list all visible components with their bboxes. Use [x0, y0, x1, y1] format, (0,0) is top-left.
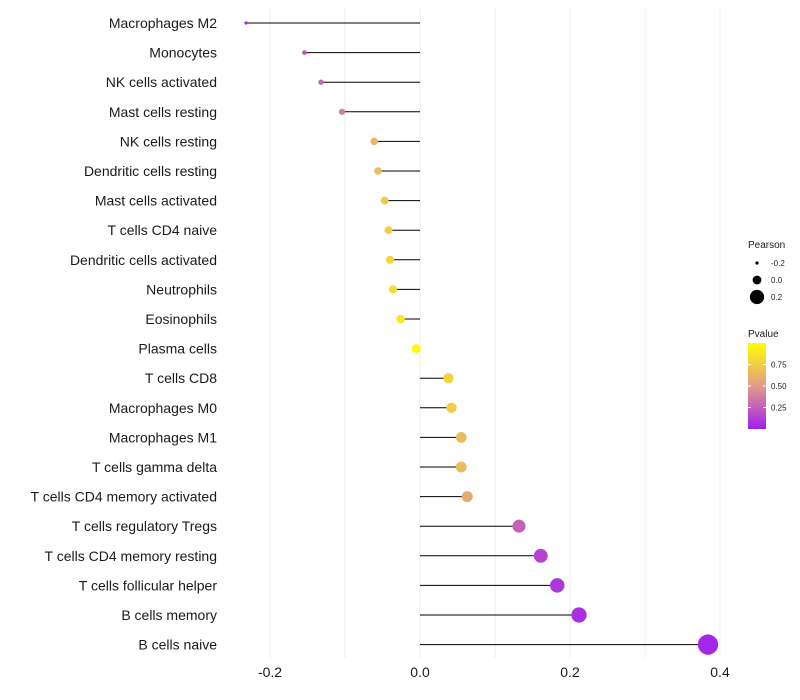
- x-tick-label: 0.2: [560, 664, 580, 680]
- size-legend-dot: [755, 261, 759, 265]
- category-label: Mast cells resting: [109, 104, 217, 120]
- category-label: T cells CD4 memory resting: [45, 548, 217, 564]
- lollipop-point: [533, 548, 548, 563]
- points: [244, 21, 719, 655]
- lollipop-point: [370, 137, 378, 146]
- stems: [246, 22, 708, 646]
- category-label: T cells CD4 naive: [108, 222, 218, 238]
- lollipop-point: [461, 491, 473, 503]
- category-label: T cells regulatory Tregs: [72, 518, 217, 534]
- category-label: T cells CD8: [145, 370, 217, 386]
- color-legend-label: 0.75: [771, 361, 787, 370]
- lollipop-point: [455, 432, 467, 443]
- category-label: Neutrophils: [146, 281, 217, 297]
- category-label: Mast cells activated: [95, 193, 217, 209]
- lollipop-point: [385, 255, 395, 264]
- lollipop-point: [411, 344, 421, 354]
- lollipop-point: [549, 578, 565, 593]
- color-legend-title: Pvalue: [748, 329, 779, 340]
- category-label: Eosinophils: [145, 311, 217, 327]
- size-legend-dot: [749, 289, 765, 305]
- category-label: Macrophages M2: [109, 15, 217, 31]
- category-label: T cells follicular helper: [79, 577, 218, 593]
- category-label: NK cells activated: [106, 74, 217, 90]
- x-tick-label: -0.2: [258, 664, 282, 680]
- category-label: B cells memory: [121, 607, 217, 623]
- category-label: T cells gamma delta: [92, 459, 217, 475]
- category-label: NK cells resting: [120, 133, 217, 149]
- lollipop-point: [380, 196, 389, 205]
- lollipop-point: [455, 461, 467, 473]
- size-legend-title: Pearson: [748, 240, 785, 251]
- legend: Pearson Pvalue -0.2 0.0 0.2 0.25 0.50 0.75: [748, 240, 787, 429]
- grid-lines: [269, 8, 721, 658]
- x-axis-ticks: -0.2 0.0 0.2 0.4: [258, 664, 730, 680]
- size-legend-label: 0.0: [771, 276, 783, 285]
- category-label: Plasma cells: [138, 341, 217, 357]
- size-legend-label: 0.2: [771, 293, 783, 302]
- category-label: B cells naive: [138, 637, 217, 653]
- lollipop-point: [388, 285, 398, 294]
- category-labels: Macrophages M2 Monocytes NK cells activate…: [31, 15, 218, 653]
- lollipop-point: [443, 373, 454, 384]
- category-label: Monocytes: [149, 45, 217, 61]
- lollipop-point: [338, 108, 346, 115]
- lollipop-point: [697, 634, 719, 655]
- color-legend-bar: [748, 343, 766, 429]
- category-label: Dendritic cells activated: [70, 252, 217, 268]
- size-legend-label: -0.2: [771, 259, 785, 268]
- lollipop-point: [244, 21, 248, 25]
- lollipop-point: [571, 607, 587, 623]
- x-tick-label: 0.0: [410, 664, 430, 680]
- x-tick-label: 0.4: [710, 664, 730, 680]
- lollipop-point: [318, 79, 324, 85]
- color-legend-label: 0.50: [771, 382, 787, 391]
- category-label: T cells CD4 memory activated: [31, 489, 217, 505]
- lollipop-point: [512, 519, 526, 533]
- category-label: Macrophages M0: [109, 400, 217, 416]
- lollipop-point: [396, 314, 405, 324]
- lollipop-point: [384, 226, 393, 235]
- lollipop-point: [446, 402, 457, 414]
- color-legend-label: 0.25: [771, 404, 787, 413]
- lollipop-point: [302, 50, 307, 55]
- category-label: Dendritic cells resting: [84, 163, 217, 179]
- category-label: Macrophages M1: [109, 429, 217, 445]
- size-legend-dot: [752, 275, 762, 285]
- lollipop-point: [374, 167, 382, 175]
